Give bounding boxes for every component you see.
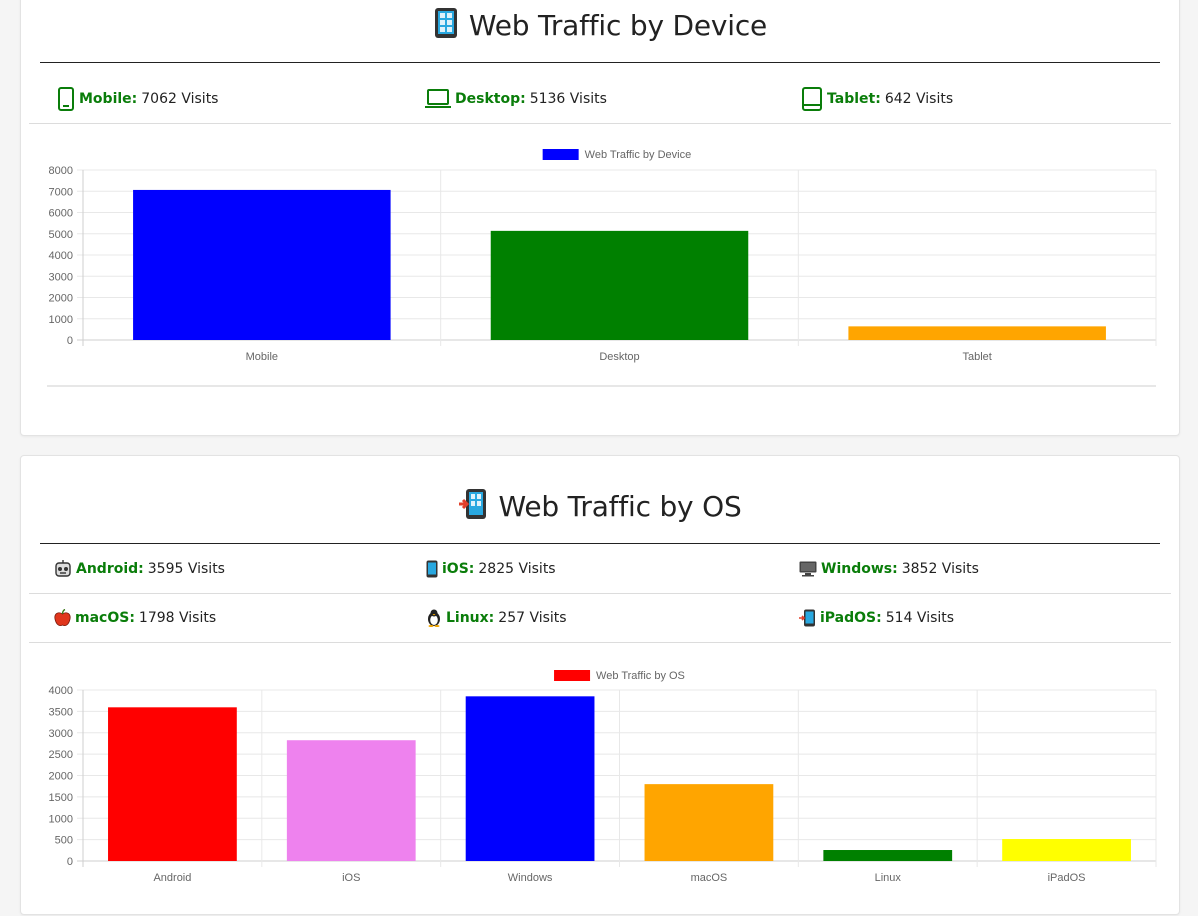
y-tick-label: 6000 <box>49 208 73 220</box>
os-section-title: Web Traffic by OS <box>498 490 742 523</box>
y-tick-label: 3500 <box>49 706 73 718</box>
y-tick-label: 8000 <box>49 165 73 177</box>
chart-legend: Web Traffic by Device <box>542 149 692 161</box>
os-stats-row-2: macOS: 1798 Visits Linux: 257 Visits iPa… <box>29 594 1171 643</box>
stat-tablet: Tablet: 642 Visits <box>801 75 953 123</box>
stat-label: Mobile: <box>79 91 138 107</box>
stat-value: 514 Visits <box>885 610 955 626</box>
phone-arrow-icon <box>799 609 816 627</box>
stat-windows: Windows: 3852 Visits <box>799 545 979 593</box>
phone-icon <box>433 7 459 46</box>
stat-label: Desktop: <box>455 91 526 107</box>
x-tick-label: iOS <box>342 872 360 884</box>
stat-label: Android: <box>76 561 144 577</box>
bar-windows <box>465 696 595 861</box>
x-tick-label: Android <box>153 872 191 884</box>
y-tick-label: 7000 <box>49 186 73 198</box>
laptop-outline-icon <box>425 88 451 110</box>
y-tick-label: 0 <box>67 335 73 347</box>
y-tick-label: 4000 <box>49 250 73 262</box>
y-tick-label: 1000 <box>49 314 73 326</box>
chart-legend: Web Traffic by OS <box>554 670 685 682</box>
y-tick-label: 3000 <box>49 271 73 283</box>
device-title-divider <box>40 62 1160 63</box>
bar-tablet <box>848 326 1106 340</box>
bar-android <box>108 707 237 861</box>
os-bar-chart: Web Traffic by OS 4000 3500 3000 2500 2000 150… <box>49 670 1157 884</box>
device-card: Web Traffic by Device Mobile: 7062 Visit… <box>20 0 1180 436</box>
stat-label: macOS: <box>75 610 135 626</box>
desktop-computer-icon <box>799 561 817 577</box>
x-tick-label: Tablet <box>962 351 991 363</box>
bar-macos <box>644 784 774 861</box>
stat-mobile: Mobile: 7062 Visits <box>57 75 218 123</box>
legend-swatch <box>554 670 591 681</box>
x-tick-label: Mobile <box>246 351 278 363</box>
legend-label: Web Traffic by OS <box>596 670 685 682</box>
bar-ipados <box>1002 839 1131 861</box>
x-tick-label: Windows <box>508 872 553 884</box>
bar-ios <box>286 740 416 861</box>
os-card: Web Traffic by OS Android: 3595 Visits i… <box>20 455 1180 915</box>
stat-value: 642 Visits <box>884 91 954 107</box>
stat-label: iPadOS: <box>820 610 882 626</box>
y-tick-label: 1500 <box>49 792 73 804</box>
bar-mobile <box>133 189 391 340</box>
stat-macos: macOS: 1798 Visits <box>54 594 216 642</box>
stat-value: 1798 Visits <box>138 610 217 626</box>
y-tick-label: 5000 <box>49 229 73 241</box>
stat-value: 3595 Visits <box>147 561 225 577</box>
device-bar-chart: Web Traffic by Device 8000 7000 6000 5000 400… <box>47 149 1157 387</box>
robot-face-icon <box>54 560 72 578</box>
stat-value: 5136 Visits <box>529 91 607 107</box>
device-stats-row: Mobile: 7062 Visits Desktop: 5136 Visits… <box>29 75 1171 124</box>
x-tick-label: Linux <box>875 872 902 884</box>
x-tick-label: Desktop <box>599 351 639 363</box>
x-tick-label: macOS <box>691 872 728 884</box>
os-title-divider <box>40 543 1160 544</box>
stat-linux: Linux: 257 Visits <box>426 594 567 642</box>
bar-desktop <box>490 230 749 340</box>
stat-ios: iOS: 2825 Visits <box>426 545 556 593</box>
stat-ipados: iPadOS: 514 Visits <box>799 594 954 642</box>
phone-icon <box>426 560 438 578</box>
y-tick-label: 2000 <box>49 293 73 305</box>
stat-value: 2825 Visits <box>478 561 556 577</box>
phone-arrow-icon <box>458 488 488 527</box>
stat-label: iOS: <box>442 561 475 577</box>
legend-swatch <box>542 149 579 160</box>
apple-icon <box>54 609 71 627</box>
y-tick-label: 3000 <box>49 728 73 740</box>
os-section-title-wrap: Web Traffic by OS <box>21 488 1179 527</box>
mobile-outline-icon <box>57 86 75 112</box>
penguin-icon <box>426 609 442 627</box>
os-stats-row-1: Android: 3595 Visits iOS: 2825 Visits Wi… <box>29 545 1171 594</box>
y-tick-label: 2000 <box>49 771 73 783</box>
y-tick-label: 0 <box>67 856 73 868</box>
stat-label: Windows: <box>821 561 898 577</box>
stat-label: Tablet: <box>827 91 881 107</box>
stat-label: Linux: <box>446 610 495 626</box>
bar-linux <box>823 850 953 861</box>
y-tick-label: 500 <box>55 835 73 847</box>
stat-value: 3852 Visits <box>901 561 979 577</box>
y-tick-label: 4000 <box>49 685 73 697</box>
legend-label: Web Traffic by Device <box>585 149 692 161</box>
device-section-title-wrap: Web Traffic by Device <box>21 7 1179 46</box>
y-tick-label: 2500 <box>49 749 73 761</box>
tablet-outline-icon <box>801 86 823 112</box>
x-tick-label: iPadOS <box>1048 872 1086 884</box>
stat-value: 7062 Visits <box>141 91 219 107</box>
device-section-title: Web Traffic by Device <box>468 9 768 42</box>
stat-desktop: Desktop: 5136 Visits <box>425 75 607 123</box>
y-tick-label: 1000 <box>49 813 73 825</box>
stat-value: 257 Visits <box>498 610 567 626</box>
stat-android: Android: 3595 Visits <box>54 545 225 593</box>
